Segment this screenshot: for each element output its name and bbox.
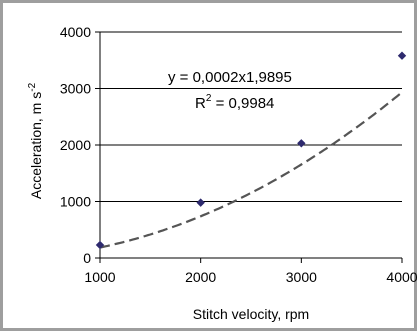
y-tick-label-4000: 4000 bbox=[60, 24, 91, 40]
x-tick-label-3000: 3000 bbox=[286, 269, 317, 285]
x-axis-title: Stitch velocity, rpm bbox=[193, 306, 309, 322]
trendline-path bbox=[99, 91, 403, 249]
data-points bbox=[95, 51, 407, 250]
grid-lines bbox=[100, 31, 402, 259]
y-tick-label-1000: 1000 bbox=[60, 194, 91, 210]
x-tick-labels: 1000 2000 3000 4000 bbox=[84, 269, 417, 285]
y-axis-title: Acceleration, m s-2 bbox=[27, 82, 44, 199]
chart-svg: 0 1000 2000 3000 4000 1000 2000 3000 4000 y = 0… bbox=[27, 24, 417, 322]
data-point-3000 bbox=[297, 139, 306, 148]
trendline bbox=[99, 91, 403, 249]
y-tick-labels: 0 1000 2000 3000 4000 bbox=[60, 24, 91, 266]
x-tick-label-4000: 4000 bbox=[386, 269, 417, 285]
x-tick-label-2000: 2000 bbox=[185, 269, 216, 285]
y-tick-label-0: 0 bbox=[83, 250, 91, 266]
data-point-1000 bbox=[95, 240, 105, 250]
data-point-2000 bbox=[196, 198, 205, 207]
y-tick-label-3000: 3000 bbox=[60, 81, 91, 97]
equation-label: y = 0,0002x1,9895 bbox=[168, 69, 292, 86]
axes bbox=[95, 31, 403, 263]
r-squared-label: R2 = 0,9984 bbox=[195, 93, 274, 112]
data-point-4000 bbox=[397, 51, 407, 60]
y-tick-label-2000: 2000 bbox=[60, 137, 91, 153]
x-tick-label-1000: 1000 bbox=[84, 269, 115, 285]
